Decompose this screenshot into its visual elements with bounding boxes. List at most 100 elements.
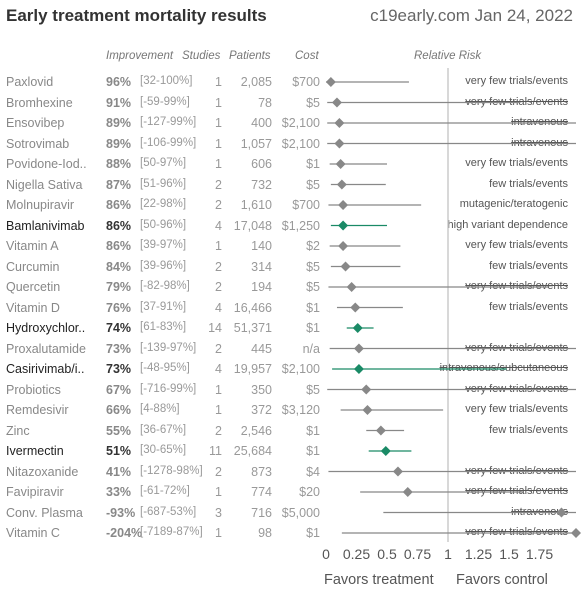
effect-marker xyxy=(331,97,342,108)
row-ci: [32-100%] xyxy=(140,75,193,87)
row-name: Proxalutamide xyxy=(6,341,86,356)
row-ci: [-48-95%] xyxy=(140,362,190,374)
row-cost: $5 xyxy=(306,177,320,192)
row-name: Bromhexine xyxy=(6,95,73,110)
row-name: Zinc xyxy=(6,423,30,438)
row-name: Povidone-Iod.. xyxy=(6,157,87,171)
table-row: Nitazoxanide 41% [-1278-98%] 2 873 $4 very few… xyxy=(0,462,585,482)
table-row: Probiotics 67% [-716-99%] 1 350 $5 very few tr… xyxy=(0,380,585,400)
row-cost: $2,100 xyxy=(281,116,320,130)
table-row: Proxalutamide 73% [-139-97%] 2 445 n/a very fe… xyxy=(0,339,585,359)
row-patients: 2,085 xyxy=(240,75,272,89)
row-name: Vitamin C xyxy=(6,526,60,540)
table-row: Bromhexine 91% [-59-99%] 1 78 $5 very few tria… xyxy=(0,93,585,113)
row-ci: [-687-53%] xyxy=(140,505,197,518)
row-patients: 2,546 xyxy=(240,423,272,438)
row-studies: 4 xyxy=(215,362,222,376)
effect-marker xyxy=(392,466,403,477)
row-cost: $700 xyxy=(292,75,320,89)
row-studies: 11 xyxy=(209,444,222,458)
row-cost: $1,250 xyxy=(281,218,320,233)
row-patients: 873 xyxy=(251,464,272,479)
row-improvement: 91% xyxy=(106,95,132,110)
row-studies: 1 xyxy=(215,526,222,540)
effect-marker xyxy=(352,323,363,333)
table-row: Povidone-Iod.. 88% [50-97%] 1 606 $1 very few … xyxy=(0,154,585,174)
row-improvement: 87% xyxy=(106,177,132,192)
x-tick-label: 0.5 xyxy=(377,546,397,562)
row-name: Casirivimab/i.. xyxy=(6,362,85,376)
row-name: Nitazoxanide xyxy=(6,464,79,479)
x-tick-label: 1.75 xyxy=(526,546,553,562)
row-ci: [22-98%] xyxy=(140,198,187,210)
x-tick-label: 0.75 xyxy=(404,546,431,562)
table-row: Zinc 55% [36-67%] 2 2,546 $1 few trials/events xyxy=(0,421,585,441)
row-improvement: -204% xyxy=(106,526,143,540)
effect-marker xyxy=(556,507,567,518)
header-cost: Cost xyxy=(295,50,319,62)
row-patients: 140 xyxy=(251,239,272,253)
row-cost: $2,100 xyxy=(281,362,320,376)
row-ci: [-716-99%] xyxy=(140,382,197,395)
table-row: Remdesivir 66% [4-88%] 1 372 $3,120 very few t… xyxy=(0,400,585,420)
row-cost: $1 xyxy=(306,157,320,171)
effect-marker xyxy=(402,487,413,497)
row-patients: 98 xyxy=(258,526,272,540)
row-cost: $1 xyxy=(306,444,320,458)
row-ci: [-7189-87%] xyxy=(140,526,203,538)
table-row: Quercetin 79% [-82-98%] 2 194 $5 very few tria… xyxy=(0,277,585,297)
row-studies: 4 xyxy=(215,300,222,315)
row-cost: $5 xyxy=(306,280,320,294)
effect-marker xyxy=(325,77,336,87)
header-studies: Studies xyxy=(182,50,221,62)
row-patients: 51,371 xyxy=(233,321,272,335)
row-name: Ensovibep xyxy=(6,116,65,130)
row-name: Quercetin xyxy=(6,280,61,294)
row-ci: [50-96%] xyxy=(140,218,187,231)
row-name: Curcumin xyxy=(6,259,60,274)
row-studies: 2 xyxy=(215,259,222,274)
row-studies: 2 xyxy=(215,464,222,479)
row-note: few trials/events xyxy=(489,177,568,190)
table-row: Vitamin C -204% [-7189-87%] 1 98 $1 very few t… xyxy=(0,523,585,543)
row-ci: [30-65%] xyxy=(140,444,187,456)
effect-marker xyxy=(346,282,357,292)
table-row: Vitamin A 86% [39-97%] 1 140 $2 very few trial… xyxy=(0,236,585,256)
table-row: Sotrovimab 89% [-106-99%] 1 1,057 $2,100 intra… xyxy=(0,134,585,154)
row-ci: [-106-99%] xyxy=(140,136,197,149)
row-cost: $2,100 xyxy=(281,136,320,151)
row-note: intravenous xyxy=(511,116,568,128)
favors-treatment-label: Favors treatment xyxy=(324,572,434,588)
row-note: intravenous xyxy=(511,505,568,518)
row-name: Remdesivir xyxy=(6,403,69,417)
row-note: very few trials/events xyxy=(465,239,568,251)
row-studies: 1 xyxy=(215,75,222,89)
row-cost: $1 xyxy=(306,321,320,335)
row-improvement: 73% xyxy=(106,362,132,376)
row-improvement: 96% xyxy=(106,75,132,89)
header-improvement: Improvement xyxy=(106,50,174,62)
row-note: high variant dependence xyxy=(447,218,568,231)
row-patients: 78 xyxy=(258,95,272,110)
row-improvement: 33% xyxy=(106,485,132,499)
row-ci: [39-97%] xyxy=(140,239,187,251)
table-row: Vitamin D 76% [37-91%] 4 16,466 $1 few trials/… xyxy=(0,298,585,318)
row-ci: [4-88%] xyxy=(140,403,180,415)
table-row: Nigella Sativa 87% [51-96%] 2 732 $5 few trial… xyxy=(0,175,585,195)
effect-marker xyxy=(353,364,364,374)
row-note: intravenous xyxy=(511,136,568,149)
row-name: Hydroxychlor.. xyxy=(6,321,86,335)
row-studies: 4 xyxy=(215,218,222,233)
effect-marker xyxy=(335,159,346,169)
row-improvement: 86% xyxy=(106,218,132,233)
row-note: mutagenic/teratogenic xyxy=(459,198,568,210)
row-improvement: 55% xyxy=(106,423,132,438)
row-studies: 2 xyxy=(215,423,222,438)
row-name: Ivermectin xyxy=(6,444,64,458)
row-patients: 1,057 xyxy=(240,136,272,151)
table-row: Curcumin 84% [39-96%] 2 314 $5 few trials/even… xyxy=(0,257,585,277)
row-note: few trials/events xyxy=(489,300,568,313)
row-ci: [39-96%] xyxy=(140,259,187,272)
row-name: Favipiravir xyxy=(6,485,64,499)
